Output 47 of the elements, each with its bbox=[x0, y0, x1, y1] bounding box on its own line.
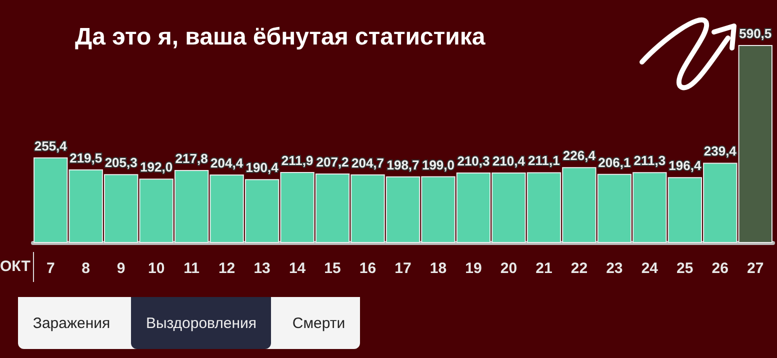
data-label: 211,3 bbox=[634, 153, 666, 168]
x-tick-label: 10 bbox=[148, 260, 165, 277]
x-tick-label: 15 bbox=[324, 260, 341, 277]
x-tick-label: 11 bbox=[184, 260, 200, 277]
chart-title: Да это я, ваша ёбнутая статистика bbox=[75, 24, 486, 50]
data-label: 239,4 bbox=[704, 144, 738, 159]
text: Заражения bbox=[32, 314, 112, 334]
data-label: 205,3 bbox=[104, 155, 138, 170]
data-label: 196,4 bbox=[668, 158, 702, 174]
data-label: 255,4 bbox=[34, 138, 68, 154]
data-label: 217,8 bbox=[175, 150, 208, 166]
x-axis-title: ОКТ bbox=[0, 258, 30, 275]
data-label: 226,4 bbox=[562, 148, 596, 164]
x-tick-label: 25 bbox=[676, 260, 694, 277]
text: Смерти bbox=[291, 314, 346, 334]
x-tick-label: 17 bbox=[394, 260, 412, 277]
data-label: 219,5 bbox=[70, 150, 102, 166]
x-tick-label: 22 bbox=[570, 260, 588, 277]
x-tick-label: 7 bbox=[46, 260, 55, 277]
x-tick-label: 12 bbox=[218, 260, 236, 277]
data-label: 204,7 bbox=[351, 155, 384, 170]
data-label: 198,7 bbox=[386, 157, 420, 172]
data-label: 590,5 bbox=[739, 26, 772, 41]
x-tick-label: 16 bbox=[359, 260, 376, 277]
x-tick-label: 18 bbox=[430, 260, 447, 277]
data-label: 207,2 bbox=[316, 154, 349, 170]
x-tick-label: 27 bbox=[747, 260, 764, 277]
x-tick-label: 14 bbox=[288, 260, 306, 277]
x-tick-label: 24 bbox=[641, 260, 659, 277]
x-tick-label: 8 bbox=[82, 260, 90, 277]
data-label: 211,1 bbox=[528, 153, 560, 168]
data-label: 210,4 bbox=[492, 153, 526, 168]
x-tick-label: 26 bbox=[712, 260, 728, 277]
data-label: 211,9 bbox=[281, 152, 314, 168]
data-label: 190,4 bbox=[246, 160, 280, 176]
x-tick-label: 9 bbox=[116, 260, 126, 277]
x-tick-label: 20 bbox=[500, 260, 518, 277]
x-tick-label: 23 bbox=[606, 260, 623, 277]
data-label: 192,0 bbox=[140, 160, 173, 175]
x-tick-label: 21 bbox=[536, 260, 552, 277]
x-tick-label: 13 bbox=[254, 260, 270, 277]
data-label: 199,0 bbox=[422, 157, 455, 172]
data-label: 206,1 bbox=[598, 154, 631, 170]
text: Выздоровления bbox=[131, 297, 272, 349]
data-label: 210,3 bbox=[457, 153, 490, 168]
x-tick-label: 19 bbox=[465, 260, 482, 277]
data-label: 204,4 bbox=[210, 155, 244, 170]
